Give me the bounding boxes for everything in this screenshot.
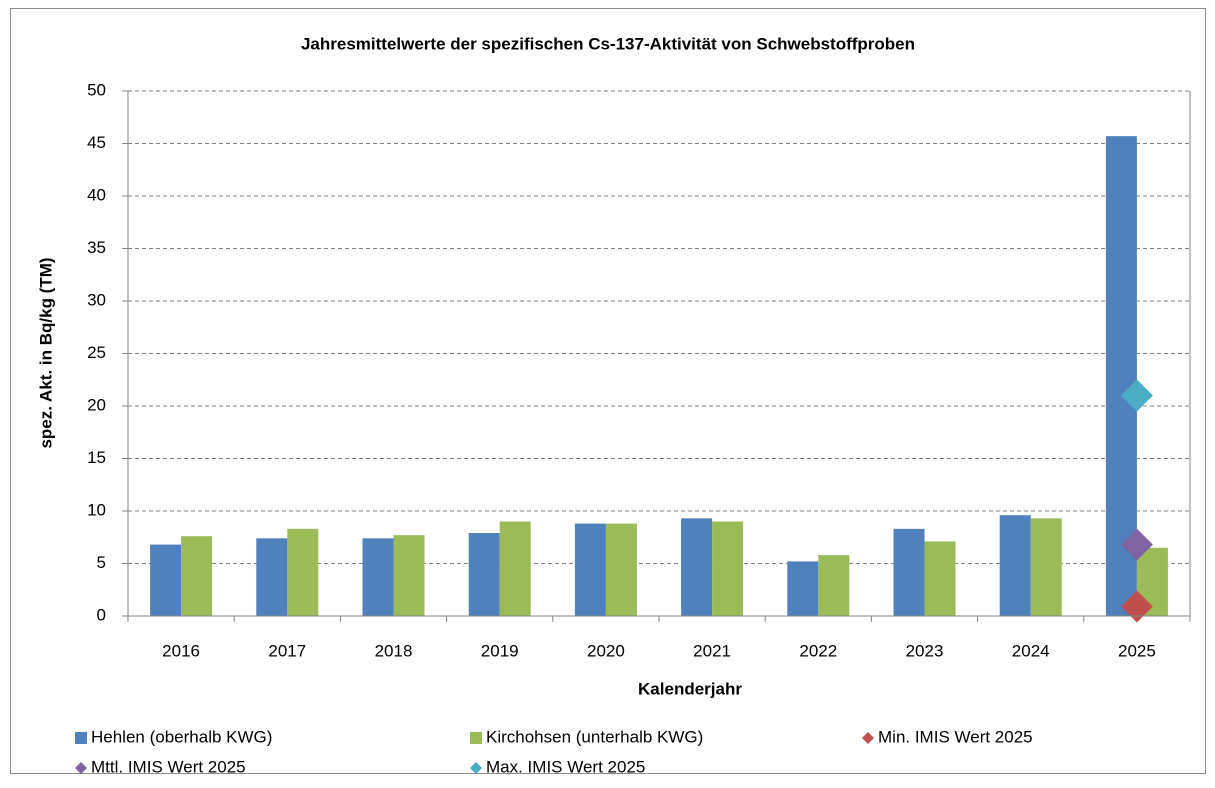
y-tick-label: 5 — [97, 553, 106, 572]
legend-label: Kirchohsen (unterhalb KWG) — [486, 727, 703, 746]
legend-label: Max. IMIS Wert 2025 — [486, 757, 645, 776]
legend-label: Hehlen (oberhalb KWG) — [91, 727, 272, 746]
bar — [256, 538, 288, 616]
bar — [181, 536, 213, 616]
y-tick-label: 30 — [87, 290, 106, 309]
bar — [787, 561, 819, 616]
x-tick-label: 2021 — [693, 641, 731, 660]
bar — [605, 523, 637, 616]
y-tick-label: 10 — [87, 500, 106, 519]
x-tick-label: 2025 — [1118, 641, 1156, 660]
x-tick-label: 2023 — [906, 641, 944, 660]
y-axis-title: spez. Akt. in Bq/kg (TM) — [36, 257, 55, 448]
x-tick-label: 2022 — [799, 641, 837, 660]
y-tick-label: 40 — [87, 185, 106, 204]
legend-swatch — [470, 762, 482, 774]
x-axis-title: Kalenderjahr — [638, 679, 742, 698]
legend-swatch — [470, 732, 482, 744]
bar — [362, 538, 394, 616]
legend-swatch — [862, 732, 874, 744]
y-tick-label: 20 — [87, 395, 106, 414]
x-tick-label: 2016 — [162, 641, 200, 660]
x-tick-label: 2024 — [1012, 641, 1050, 660]
legend-label: Mttl. IMIS Wert 2025 — [91, 757, 246, 776]
marker — [1120, 590, 1153, 623]
y-tick-label: 45 — [87, 133, 106, 152]
bar — [393, 535, 425, 616]
bar — [681, 518, 713, 616]
bar — [924, 541, 956, 616]
chart-border — [10, 8, 1206, 774]
y-tick-label: 35 — [87, 238, 106, 257]
legend-label: Min. IMIS Wert 2025 — [878, 727, 1033, 746]
bar — [150, 544, 182, 616]
chart-title: Jahresmittelwerte der spezifischen Cs-13… — [301, 34, 915, 53]
y-tick-label: 50 — [87, 80, 106, 99]
legend-swatch — [75, 732, 87, 744]
bar — [712, 521, 744, 616]
bar — [468, 533, 500, 616]
y-tick-label: 0 — [97, 605, 106, 624]
x-tick-label: 2017 — [268, 641, 306, 660]
marker — [1120, 528, 1153, 561]
bar — [574, 523, 606, 616]
legend-swatch — [75, 762, 87, 774]
x-tick-label: 2020 — [587, 641, 625, 660]
x-tick-label: 2018 — [375, 641, 413, 660]
x-tick-label: 2019 — [481, 641, 519, 660]
bar — [499, 521, 531, 616]
bar — [999, 515, 1031, 616]
y-tick-label: 15 — [87, 448, 106, 467]
y-tick-label: 25 — [87, 343, 106, 362]
bar — [287, 528, 319, 616]
bar — [1030, 518, 1062, 616]
bar — [818, 555, 850, 616]
marker — [1120, 379, 1153, 412]
bar — [893, 528, 925, 616]
